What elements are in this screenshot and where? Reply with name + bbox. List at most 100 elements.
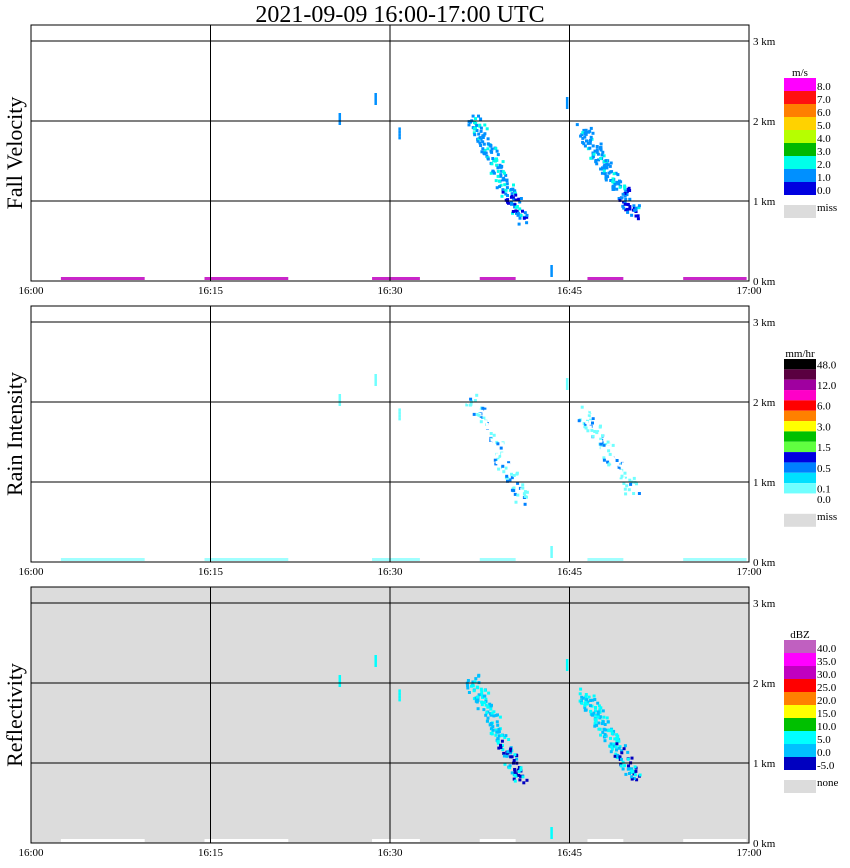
echo-cell — [609, 455, 613, 459]
echo-cell — [476, 707, 480, 711]
echo-cell — [589, 126, 593, 130]
time-tick-label: 16:15 — [198, 566, 224, 578]
echo-cell — [515, 754, 519, 758]
echo-cell — [630, 213, 634, 217]
echo-cell — [588, 410, 592, 414]
echo-cell — [596, 435, 600, 439]
echo-cell — [398, 408, 401, 412]
echo-cell — [619, 469, 623, 473]
echo-cell — [599, 167, 603, 171]
echo-cell — [592, 694, 596, 698]
echo-cell — [481, 406, 485, 410]
legend-label: 35.0 — [817, 656, 837, 668]
echo-cell — [398, 695, 401, 699]
surface-echo — [204, 277, 289, 280]
echo-cell — [586, 418, 589, 422]
echo-cell — [612, 457, 616, 461]
echo-cell — [585, 702, 589, 706]
echo-cell — [600, 446, 604, 450]
legend-swatch — [784, 731, 816, 744]
echo-cell — [501, 178, 505, 182]
legend-swatch — [784, 666, 816, 679]
echo-cell — [633, 773, 637, 777]
echo-cell — [525, 778, 529, 782]
echo-cell — [635, 778, 639, 782]
echo-cell — [605, 446, 609, 450]
height-tick-label: 1 km — [753, 477, 776, 489]
echo-cell — [620, 474, 624, 478]
echo-cell — [627, 484, 631, 488]
echo-cell — [591, 421, 594, 425]
echo-cell — [477, 419, 481, 423]
echo-cell — [600, 171, 604, 175]
echo-cell — [550, 833, 553, 836]
echo-cell — [398, 411, 401, 415]
echo-cell — [501, 170, 505, 174]
echo-cell — [589, 709, 593, 713]
legend-swatch — [784, 390, 816, 401]
echo-cell — [618, 745, 622, 749]
echo-cell — [586, 422, 590, 426]
echo-cell — [466, 686, 470, 690]
echo-cell — [484, 703, 488, 707]
echo-cell — [596, 712, 600, 716]
echo-cell — [504, 466, 508, 470]
echo-cell — [495, 453, 499, 457]
echo-cell — [617, 197, 621, 200]
echo-cell — [523, 502, 527, 506]
legend-swatch — [784, 744, 816, 757]
echo-cell — [521, 209, 524, 213]
echo-cell — [496, 737, 500, 741]
echo-cell — [633, 765, 637, 769]
legend-label: 3.0 — [817, 421, 831, 433]
legend-unit: mm/hr — [785, 348, 815, 360]
echo-cell — [338, 122, 342, 125]
echo-cell — [482, 694, 486, 698]
echo-cell — [493, 458, 497, 462]
echo-cell — [584, 128, 588, 132]
legend-miss-label: miss — [817, 511, 837, 523]
echo-cell — [496, 153, 500, 157]
surface-echo — [60, 558, 145, 561]
echo-cell — [517, 769, 521, 773]
legend-label: 25.0 — [817, 682, 837, 694]
echo-cell — [491, 728, 495, 732]
surface-echo — [683, 277, 747, 280]
echo-cell — [613, 182, 617, 186]
panel-ylabel: Rain Intensity — [2, 372, 27, 496]
echo-cell — [621, 465, 625, 469]
echo-cell — [488, 143, 492, 147]
legend-label: 6.0 — [817, 107, 831, 119]
echo-cell — [465, 403, 469, 407]
echo-cell — [630, 767, 634, 771]
legend-label: 1.0 — [817, 172, 831, 184]
echo-cell — [617, 182, 621, 186]
echo-cell — [483, 407, 487, 411]
time-tick-label: 16:30 — [377, 285, 403, 297]
echo-cell — [617, 746, 621, 750]
echo-cell — [477, 402, 481, 406]
echo-cell — [580, 695, 584, 699]
echo-cell — [510, 490, 514, 494]
echo-cell — [595, 431, 599, 435]
echo-cell — [614, 745, 618, 749]
echo-cell — [471, 114, 475, 118]
echo-cell — [502, 478, 506, 481]
echo-cell — [626, 210, 630, 214]
echo-cell — [628, 478, 632, 482]
echo-cell — [565, 659, 569, 662]
echo-cell — [512, 198, 516, 202]
echo-cell — [597, 704, 601, 708]
echo-cell — [486, 719, 489, 723]
echo-cell — [512, 777, 516, 781]
legend-swatch — [784, 462, 816, 473]
echo-cell — [485, 711, 489, 715]
echo-cell — [636, 217, 640, 221]
echo-cell — [583, 705, 587, 709]
echo-cell — [498, 454, 502, 458]
echo-cell — [602, 715, 606, 719]
echo-cell — [510, 476, 514, 480]
echo-cell — [594, 709, 597, 713]
legend-label: 12.0 — [817, 380, 837, 392]
echo-cell — [588, 129, 592, 133]
